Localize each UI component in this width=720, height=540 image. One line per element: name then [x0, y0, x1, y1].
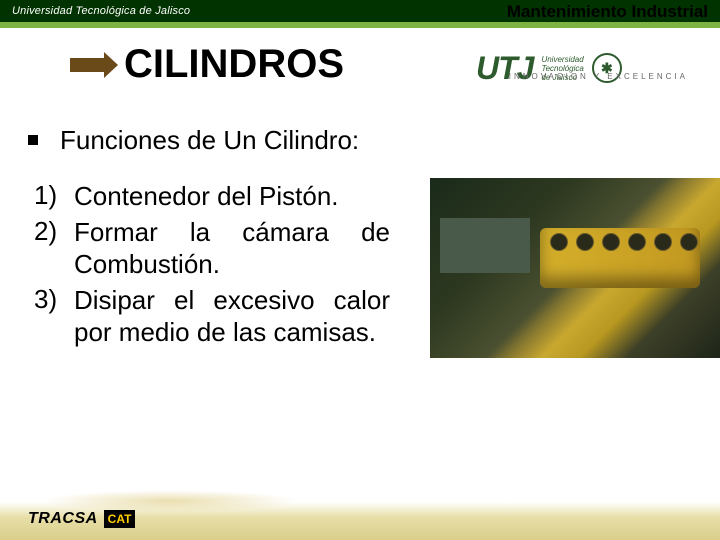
course-title: Mantenimiento Industrial — [507, 2, 708, 22]
list-text: Contenedor del Pistón. — [74, 180, 390, 212]
footer-brand: TRACSA CAT — [28, 510, 135, 528]
list-text: Formar la cámara de Combustión. — [74, 216, 390, 280]
list-item: 1) Contenedor del Pistón. — [34, 180, 408, 212]
accent-band — [0, 22, 720, 28]
utj-logo: UTJ Universidad Tecnológica de Jalisco ✱ — [476, 38, 696, 98]
title-row: CILINDROS — [70, 42, 344, 87]
content-area: Funciones de Un Cilindro: 1) Contenedor … — [28, 124, 408, 352]
list-item: 2) Formar la cámara de Combustión. — [34, 216, 408, 280]
engine-block-photo — [430, 178, 720, 358]
bullet-item: Funciones de Un Cilindro: — [28, 124, 408, 156]
list-number: 1) — [34, 180, 74, 212]
cylinder-bores-icon — [550, 233, 698, 251]
numbered-list: 1) Contenedor del Pistón. 2) Formar la c… — [34, 180, 408, 348]
list-text: Disipar el excesivo calor por medio de l… — [74, 284, 390, 348]
utj-tagline: INNOVACION Y EXCELENCIA — [509, 72, 688, 81]
tracsa-logo: TRACSA — [28, 510, 98, 528]
list-item: 3) Disipar el excesivo calor por medio d… — [34, 284, 408, 348]
arrow-icon — [70, 58, 106, 72]
cat-badge: CAT — [104, 510, 136, 528]
list-number: 2) — [34, 216, 74, 280]
list-number: 3) — [34, 284, 74, 348]
slide-title: CILINDROS — [124, 42, 344, 87]
bullet-text: Funciones de Un Cilindro: — [60, 124, 380, 156]
institution-name: Universidad Tecnológica de Jalisco — [12, 5, 190, 17]
utj-line1: Universidad — [541, 55, 583, 64]
slide: Universidad Tecnológica de Jalisco Mante… — [0, 0, 720, 540]
square-bullet-icon — [28, 135, 38, 145]
